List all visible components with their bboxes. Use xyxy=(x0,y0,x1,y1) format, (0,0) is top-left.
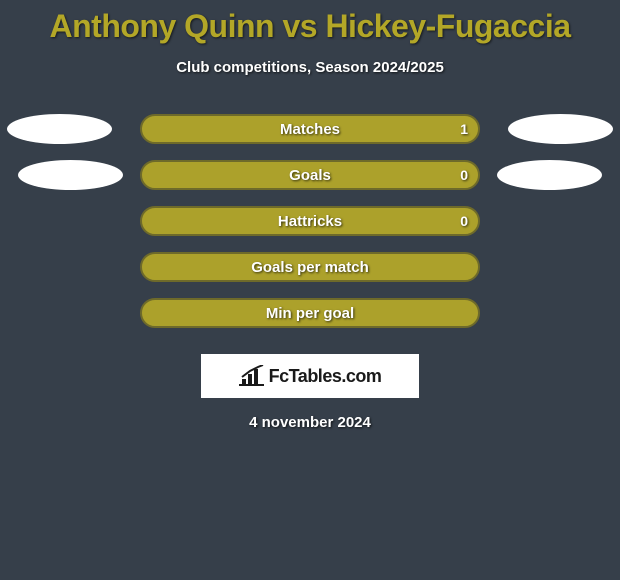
stat-bar: Matches 1 xyxy=(140,114,480,144)
comparison-subtitle: Club competitions, Season 2024/2025 xyxy=(0,59,620,76)
stat-bar: Goals 0 xyxy=(140,160,480,190)
date-label: 4 november 2024 xyxy=(0,414,620,431)
player-right-marker xyxy=(508,114,613,144)
stat-value-right: 0 xyxy=(460,167,468,183)
stat-bar-wrap: Goals per match xyxy=(140,252,480,282)
stat-bar-wrap: Matches 1 xyxy=(140,114,480,144)
stat-bar-wrap: Min per goal xyxy=(140,298,480,328)
stat-value-right: 0 xyxy=(460,213,468,229)
stat-row: Hattricks 0 xyxy=(0,198,620,244)
stats-container: Matches 1 Goals 0 Hattricks 0 Goals per match M… xyxy=(0,106,620,336)
stat-label: Goals xyxy=(289,167,331,184)
comparison-title: Anthony Quinn vs Hickey-Fugaccia xyxy=(0,0,620,45)
logo-text: FcTables.com xyxy=(269,366,382,387)
stat-value-right: 1 xyxy=(460,121,468,137)
stat-bar: Hattricks 0 xyxy=(140,206,480,236)
stat-bar: Min per goal xyxy=(140,298,480,328)
stat-bar-wrap: Goals 0 xyxy=(140,160,480,190)
site-logo[interactable]: FcTables.com xyxy=(201,354,419,398)
stat-label: Hattricks xyxy=(278,213,342,230)
stat-label: Matches xyxy=(280,121,340,138)
player-left-marker xyxy=(18,160,123,190)
player-left-marker xyxy=(7,114,112,144)
stat-label: Goals per match xyxy=(251,259,369,276)
stat-row: Goals per match xyxy=(0,244,620,290)
stat-row: Matches 1 xyxy=(0,106,620,152)
stat-bar-wrap: Hattricks 0 xyxy=(140,206,480,236)
stat-row: Min per goal xyxy=(0,290,620,336)
logo-chart-icon xyxy=(239,365,265,387)
stat-bar: Goals per match xyxy=(140,252,480,282)
stat-label: Min per goal xyxy=(266,305,354,322)
stat-row: Goals 0 xyxy=(0,152,620,198)
player-right-marker xyxy=(497,160,602,190)
